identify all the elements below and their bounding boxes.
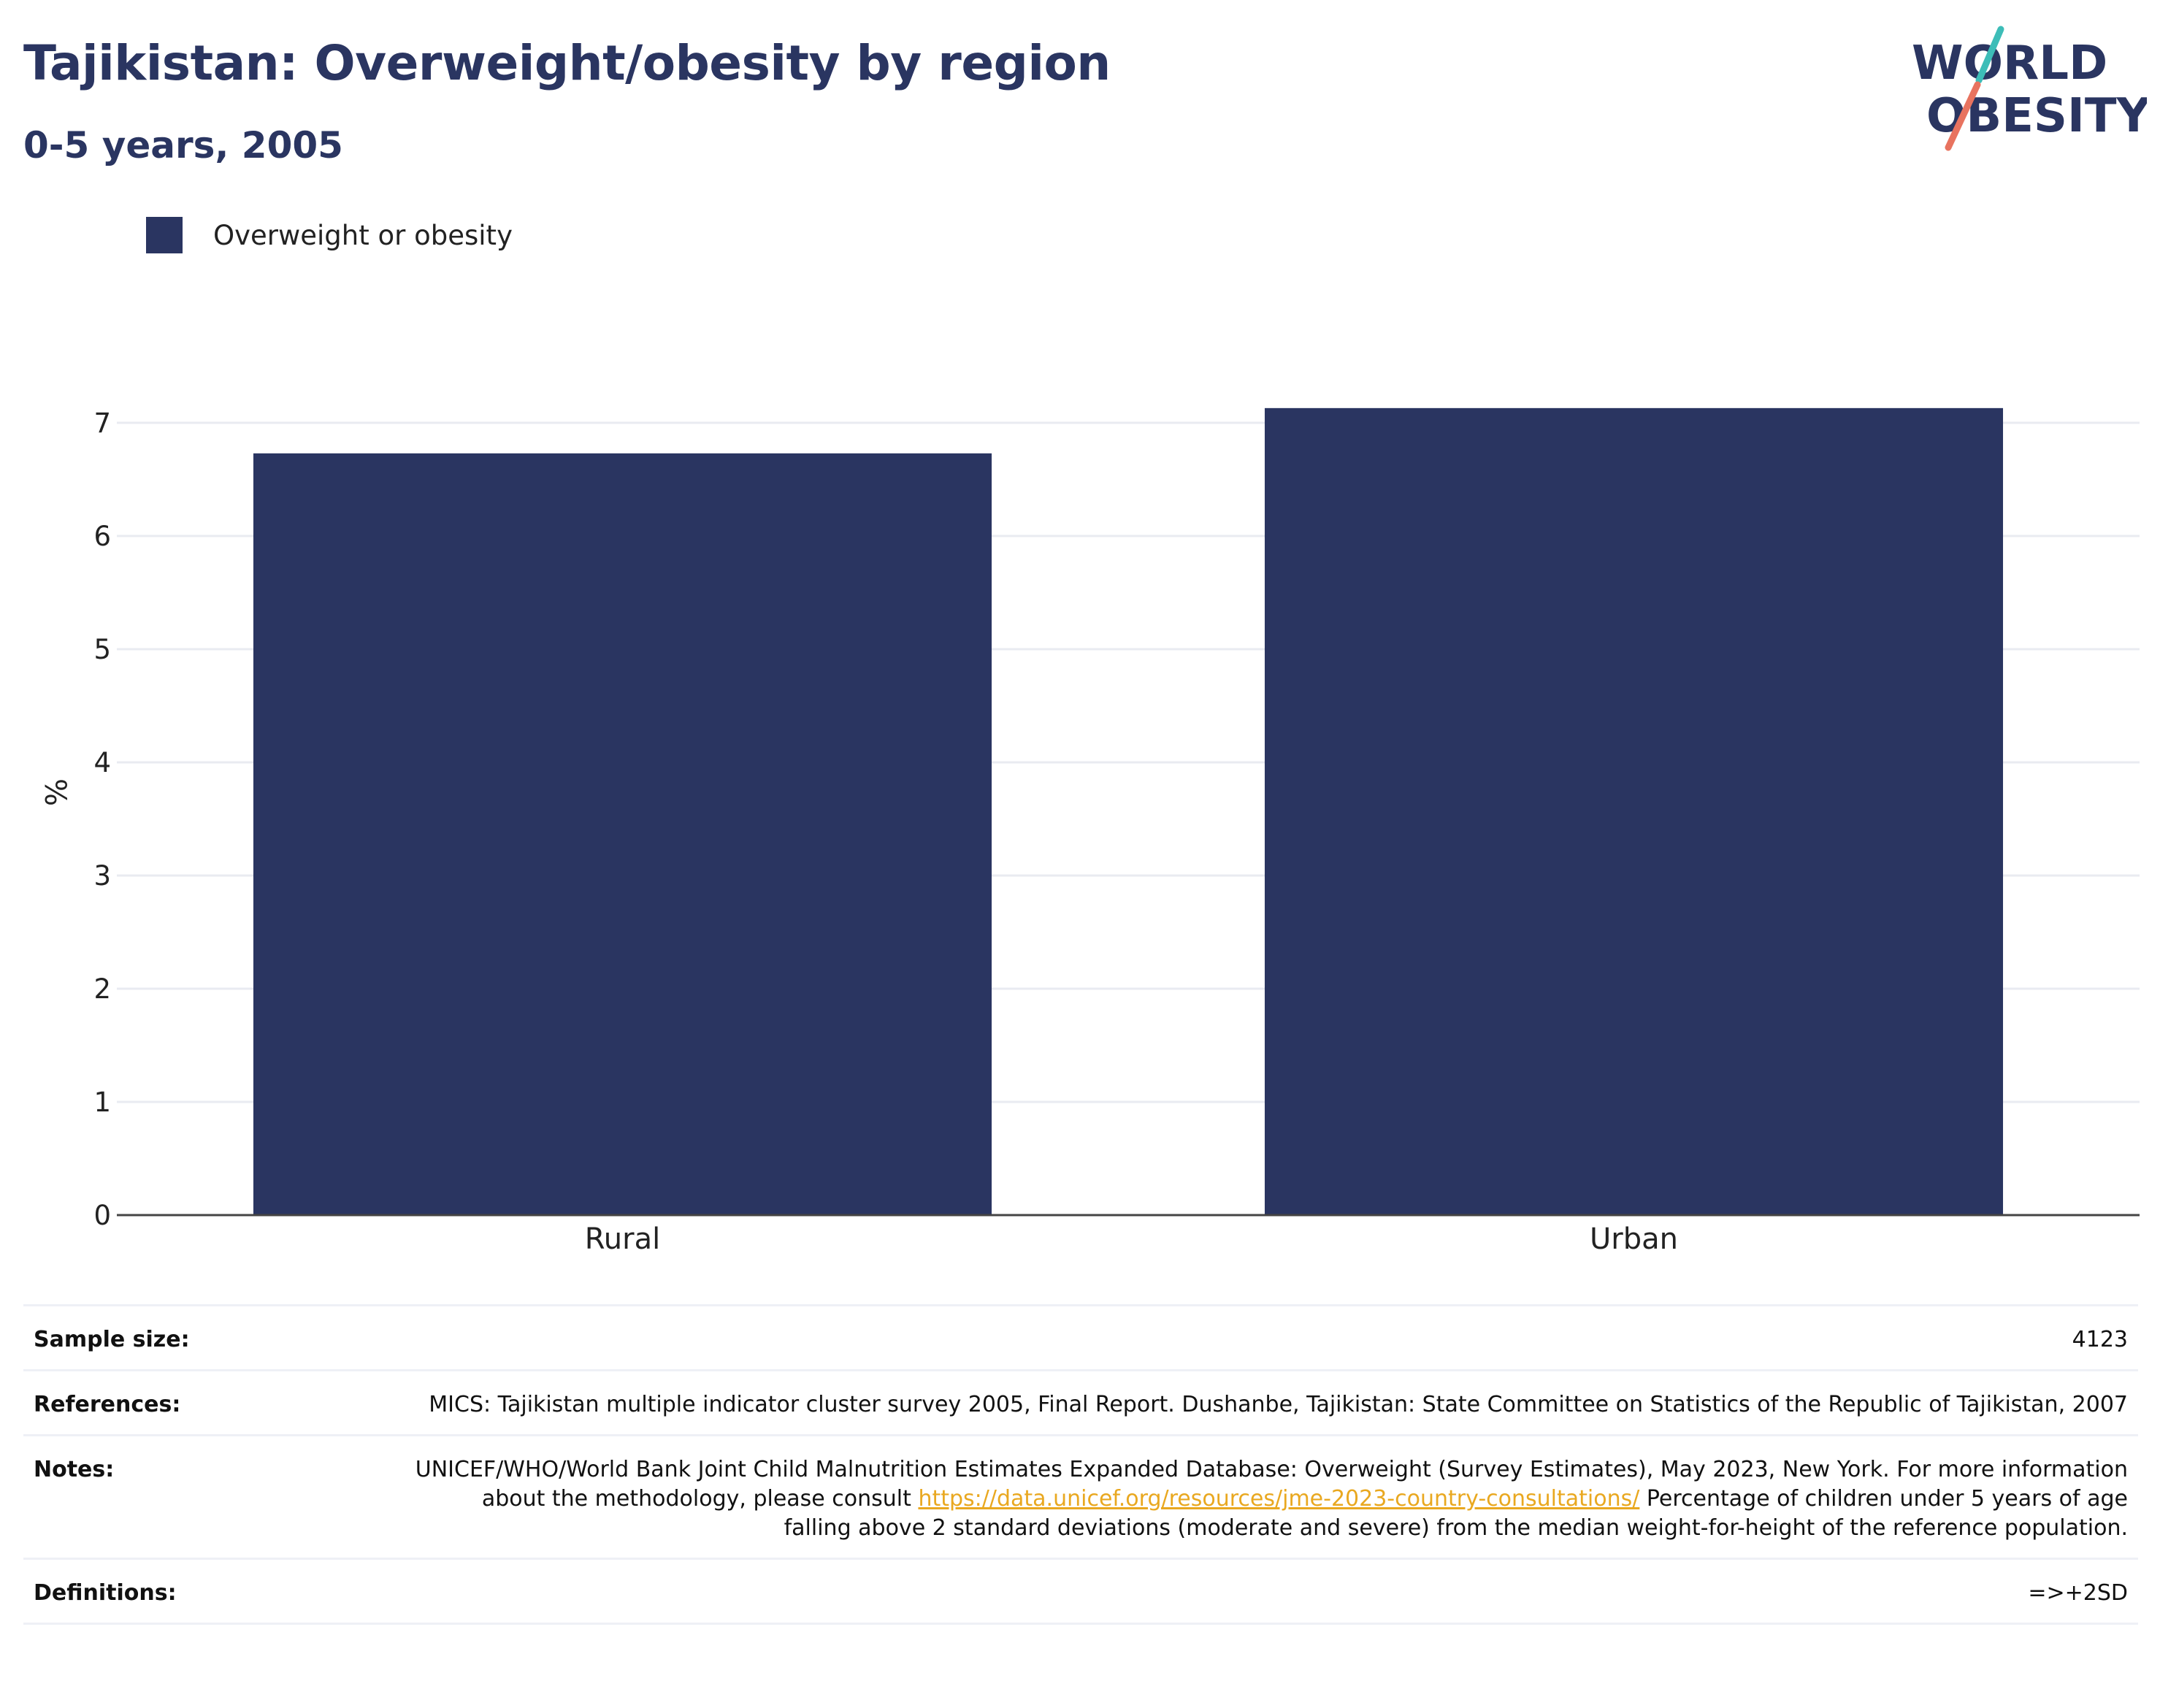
y-axis-label: %: [38, 778, 72, 806]
references-value: MICS: Tajikistan multiple indicator clus…: [429, 1392, 2128, 1417]
y-tick-label-5: 5: [93, 634, 111, 665]
y-tick-label-1: 1: [93, 1087, 111, 1118]
world-obesity-logo[interactable]: WORLD OBESITY: [1906, 22, 2147, 153]
y-tick-label-4: 4: [93, 747, 111, 778]
y-tick-label-7: 7: [93, 407, 111, 439]
notes-label: Notes:: [34, 1457, 115, 1482]
y-tick-label-6: 6: [93, 521, 111, 552]
legend-label-overweight: Overweight or obesity: [213, 219, 513, 251]
x-tick-label-urban: Urban: [1590, 1222, 1678, 1256]
legend-swatch-overweight: [146, 217, 183, 253]
info-row-sample-size: Sample size: 4123: [23, 1306, 2138, 1371]
definitions-label: Definitions:: [34, 1580, 177, 1606]
chart-legend[interactable]: Overweight or obesity: [146, 216, 513, 254]
sample-size-label: Sample size:: [34, 1327, 190, 1352]
notes-text-before: UNICEF/WHO/World Bank Joint Child Malnut…: [415, 1457, 2128, 1512]
sample-size-value: 4123: [2072, 1327, 2128, 1352]
methodology-link[interactable]: https://data.unicef.org/resources/jme-20…: [918, 1486, 1640, 1512]
y-tick-label-0: 0: [93, 1200, 111, 1231]
y-tick-label-3: 3: [93, 860, 111, 892]
info-row-references: References: MICS: Tajikistan multiple in…: [23, 1371, 2138, 1436]
bar-urban[interactable]: [1264, 407, 2004, 1215]
x-axis-ticks: Rural Urban: [585, 1222, 1678, 1256]
y-tick-label-2: 2: [93, 973, 111, 1005]
references-label: References:: [34, 1392, 181, 1417]
bar-rural[interactable]: [253, 453, 992, 1215]
logo-slash-top: [1975, 26, 2004, 84]
chart-title: Tajikistan: Overweight/obesity by region: [23, 35, 1111, 91]
x-tick-label-rural: Rural: [585, 1222, 660, 1256]
notes-value: UNICEF/WHO/World Bank Joint Child Malnut…: [413, 1455, 2128, 1543]
notes-text-after: Percentage of children under 5 years of …: [784, 1486, 2128, 1541]
bar-chart: 0 1 2 3 4 5 6 7 % Rural Urban: [38, 407, 2140, 1256]
y-axis-ticks: 0 1 2 3 4 5 6 7: [93, 407, 111, 1231]
definitions-value: =>+2SD: [2028, 1580, 2128, 1606]
info-row-definitions: Definitions: =>+2SD: [23, 1560, 2138, 1625]
bars: [253, 407, 2004, 1215]
logo-slash-bottom: [1945, 81, 1981, 151]
chart-subtitle: 0-5 years, 2005: [23, 124, 343, 166]
info-table: Sample size: 4123 References: MICS: Taji…: [23, 1304, 2138, 1625]
info-row-notes: Notes: UNICEF/WHO/World Bank Joint Child…: [23, 1436, 2138, 1560]
logo-word-world: WORLD: [1912, 37, 2107, 91]
